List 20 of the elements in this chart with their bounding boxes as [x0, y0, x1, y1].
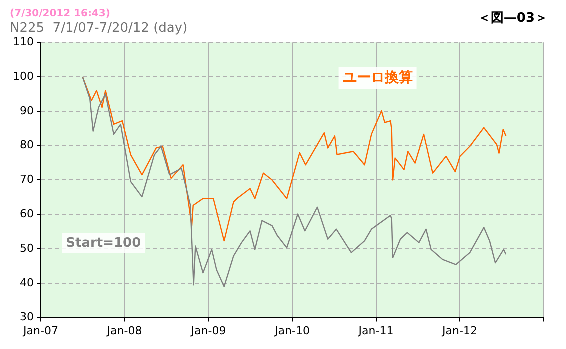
y-tick-label: 80 — [20, 138, 34, 152]
x-tick-label: Jan-07 — [22, 324, 58, 338]
y-tick-label: 30 — [20, 310, 34, 324]
x-tick-label: Jan-08 — [106, 324, 142, 338]
y-tick-label: 100 — [12, 70, 34, 83]
x-tick-label: Jan-10 — [274, 324, 310, 338]
x-tick-label: Jan-09 — [190, 324, 226, 338]
x-tick-label: Jan-12 — [442, 324, 478, 338]
chart-subtitle: N225 7/1/07-7/20/12 (day) — [10, 21, 188, 36]
y-tick-label: 40 — [20, 276, 34, 290]
text: ユーロ換算 — [342, 70, 413, 86]
y-tick-label: 90 — [20, 104, 34, 118]
y-tick-label: 70 — [20, 173, 34, 186]
text: ＜図—03＞ — [478, 10, 548, 26]
y-tick-label: 110 — [12, 35, 34, 48]
y-tick-label: 50 — [20, 242, 34, 255]
chart-title: (7/30/2012 16:43) — [10, 8, 110, 20]
annotation: Start=100 — [66, 236, 142, 251]
y-tick-label: 60 — [20, 207, 34, 220]
x-tick-label: Jan-11 — [358, 324, 394, 338]
